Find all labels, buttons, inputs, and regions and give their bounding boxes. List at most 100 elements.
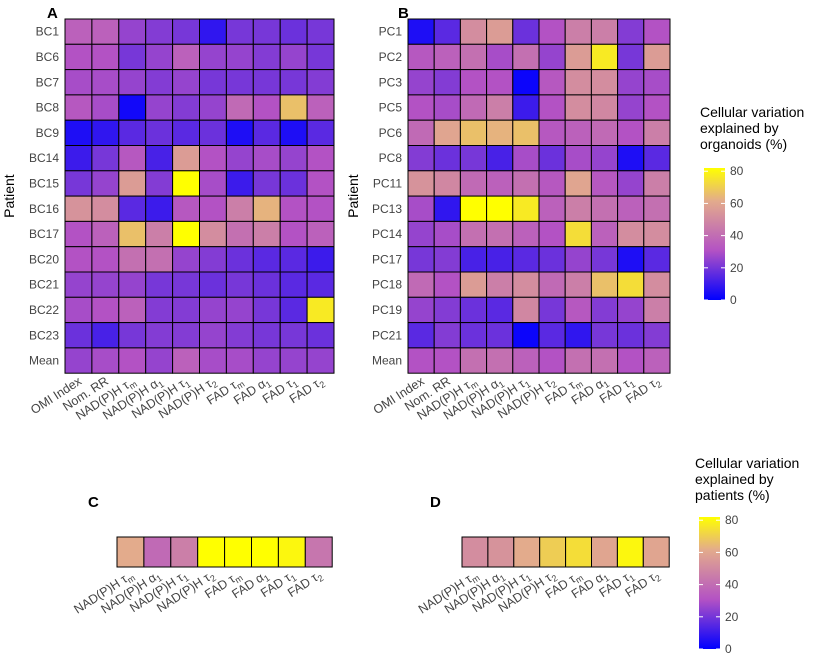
heatmap-cell-b-pc18-7: [590, 271, 619, 298]
heatmap-cell-a-bc1-9: [306, 18, 335, 45]
heatmap-cell-a-bc7-6: [225, 69, 254, 96]
heatmap-cell-b-pc8-0: [407, 145, 435, 172]
heatmap-cell-a-bc23-5: [199, 322, 227, 349]
heatmap-cell-b-pc2-3: [486, 43, 514, 71]
chart-layer: ABC1BC6BC7BC8BC9BC14BC15BC16BC17BC20BC21…: [1, 5, 804, 654]
heatmap-cell-b-pc13-1: [433, 195, 461, 222]
heatmap-cell-b-pc1-9: [643, 18, 671, 45]
heatmap-cell-b-pc5-4: [512, 94, 540, 121]
heatmap-cell-a-bc6-2: [118, 43, 147, 71]
heatmap-cell-a-bc20-0: [64, 246, 93, 273]
col-label-d-4-subscript: m: [574, 573, 586, 585]
heatmap-cell-a-bc23-0: [64, 322, 93, 349]
heatmap-cell-b-pc18-6: [564, 271, 592, 298]
heatmap-cell-b-pc3-0: [407, 69, 435, 96]
heatmap-cell-b-pc1-5: [538, 18, 566, 45]
heatmap-cell-a-bc23-6: [225, 322, 254, 349]
col-label-a-5-subscript: 2: [210, 379, 220, 390]
heatmap-cell-a-bc17-5: [199, 220, 227, 248]
strip-cell-c-5: [251, 536, 279, 568]
heatmap-cell-a-bc1-3: [145, 18, 174, 45]
strip-cell-d-3: [539, 536, 567, 568]
heatmap-cell-b-pc8-9: [643, 145, 671, 172]
heatmap-cell-b-pc3-6: [564, 69, 592, 96]
heatmap-cell-a-bc1-2: [118, 18, 147, 45]
row-label-pc19: PC19: [372, 303, 402, 317]
heatmap-cell-a-bc7-9: [306, 69, 335, 96]
heatmap-cell-a-bc9-7: [252, 119, 281, 146]
col-label-b-9: FAD τ2: [623, 374, 663, 408]
heatmap-cell-b-pc17-1: [433, 246, 461, 273]
col-label-a-2-subscript: m: [127, 379, 139, 391]
row-label-mean: Mean: [29, 354, 59, 368]
heatmap-cell-b-pc19-5: [538, 296, 566, 324]
row-label-bc21: BC21: [29, 278, 59, 292]
heatmap-cell-a-bc20-6: [225, 246, 254, 273]
col-label-c-7: FAD τ2: [285, 568, 325, 602]
heatmap-cell-b-mean-6: [564, 347, 592, 374]
strip-cell-c-1: [143, 536, 172, 568]
heatmap-cell-b-pc5-7: [590, 94, 619, 121]
heatmap-cell-a-bc23-9: [306, 322, 335, 349]
heatmap-cell-a-bc1-7: [252, 18, 281, 45]
legend-tick-label-60: 60: [730, 196, 744, 210]
heatmap-cell-b-pc1-4: [512, 18, 540, 45]
heatmap-cell-a-bc16-7: [252, 195, 281, 222]
row-label-pc13: PC13: [372, 202, 402, 216]
row-label-pc21: PC21: [372, 328, 402, 342]
row-label-bc23: BC23: [29, 328, 59, 342]
heatmap-cell-b-pc14-3: [486, 220, 514, 248]
heatmap-cell-a-bc16-2: [118, 195, 147, 222]
heatmap-cell-b-mean-0: [407, 347, 435, 374]
heatmap-cell-b-pc19-3: [486, 296, 514, 324]
heatmap-cell-b-pc5-1: [433, 94, 461, 121]
heatmap-cell-b-pc1-8: [617, 18, 645, 45]
heatmap-cell-b-pc19-8: [617, 296, 645, 324]
heatmap-cell-a-bc7-5: [199, 69, 227, 96]
heatmap-cell-a-mean-4: [172, 347, 201, 374]
heatmap-cell-a-bc17-9: [306, 220, 335, 248]
heatmap-cell-b-pc21-6: [564, 322, 592, 349]
heatmap-cell-a-bc6-0: [64, 43, 93, 71]
heatmap-cell-a-bc9-9: [306, 119, 335, 146]
heatmap-cell-a-mean-0: [64, 347, 93, 374]
heatmap-cell-a-bc8-7: [252, 94, 281, 121]
heatmap-cell-a-bc15-5: [199, 170, 227, 197]
heatmap-cell-a-bc7-8: [279, 69, 308, 96]
heatmap-cell-b-pc2-2: [459, 43, 488, 71]
strip-cell-d-7: [642, 536, 670, 568]
legend-tick-label-80: 80: [730, 164, 744, 178]
col-label-c-0-subscript: m: [125, 573, 137, 585]
heatmap-cell-b-pc17-8: [617, 246, 645, 273]
heatmap-cell-b-pc2-9: [643, 43, 671, 71]
col-label-c-6-subscript: 1: [289, 573, 299, 584]
strip-cell-c-3: [197, 536, 226, 568]
heatmap-cell-a-mean-3: [145, 347, 174, 374]
heatmap-cell-a-bc23-1: [91, 322, 120, 349]
heatmap-cell-a-bc6-5: [199, 43, 227, 71]
heatmap-cell-b-pc17-6: [564, 246, 592, 273]
heatmap-cell-b-pc6-7: [590, 119, 619, 146]
heatmap-cell-a-mean-6: [225, 347, 254, 374]
heatmap-cell-a-bc23-7: [252, 322, 281, 349]
heatmap-cell-a-bc9-1: [91, 119, 120, 146]
heatmap-cell-b-pc13-6: [564, 195, 592, 222]
heatmap-cell-a-bc22-3: [145, 296, 174, 324]
col-label-a-6-subscript: m: [235, 379, 247, 391]
heatmap-cell-b-pc8-1: [433, 145, 461, 172]
heatmap-cell-a-mean-8: [279, 347, 308, 374]
heatmap-cell-b-pc14-0: [407, 220, 435, 248]
heatmap-cell-b-pc6-6: [564, 119, 592, 146]
heatmap-cell-b-pc21-1: [433, 322, 461, 349]
heatmap-cell-b-pc2-5: [538, 43, 566, 71]
legend-tick-label-20: 20: [730, 261, 744, 275]
row-label-bc14: BC14: [29, 151, 59, 165]
heatmap-cell-a-bc20-2: [118, 246, 147, 273]
heatmap-cell-b-pc3-9: [643, 69, 671, 96]
heatmap-cell-a-bc15-1: [91, 170, 120, 197]
heatmap-cell-b-pc6-0: [407, 119, 435, 146]
heatmap-cell-b-pc13-3: [486, 195, 514, 222]
heatmap-cell-a-bc22-9: [306, 296, 335, 324]
heatmap-cell-a-bc8-0: [64, 94, 93, 121]
heatmap-cell-b-mean-2: [459, 347, 488, 374]
